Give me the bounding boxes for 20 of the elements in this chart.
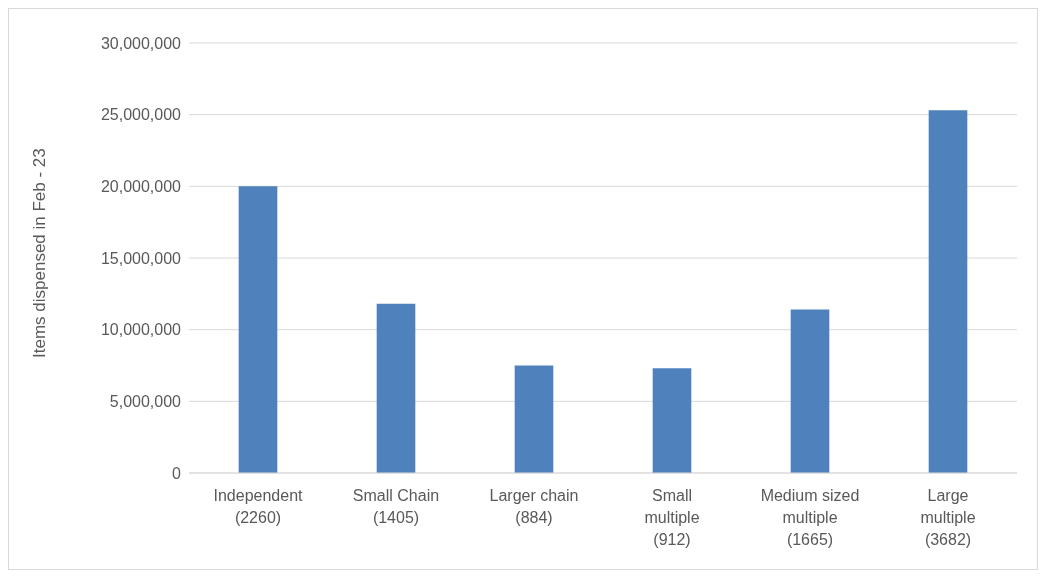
bar <box>928 110 968 473</box>
y-tick-label: 25,000,000 <box>100 106 182 124</box>
x-tick-label: Small multiple (912) <box>644 487 700 548</box>
bar <box>790 309 830 473</box>
y-tick-label: 0 <box>172 464 182 482</box>
bar <box>376 303 416 473</box>
x-tick-label: Small Chain (1405) <box>352 487 440 526</box>
y-tick-label: 5,000,000 <box>109 393 182 411</box>
bar <box>652 368 692 473</box>
y-tick-label: 15,000,000 <box>100 249 182 267</box>
y-axis-title: Items dispensed in Feb - 23 <box>30 148 50 358</box>
x-tick-label: Medium sized multiple (1665) <box>760 487 860 548</box>
x-tick-label: Large multiple (3682) <box>920 487 976 548</box>
y-tick-label: 20,000,000 <box>100 178 182 196</box>
bar <box>238 186 278 473</box>
x-tick-label: Independent (2260) <box>213 487 304 526</box>
bar <box>514 365 554 473</box>
y-tick-label: 10,000,000 <box>100 321 182 339</box>
x-tick-label: Larger chain (884) <box>489 487 579 526</box>
y-tick-label: 30,000,000 <box>100 34 182 52</box>
